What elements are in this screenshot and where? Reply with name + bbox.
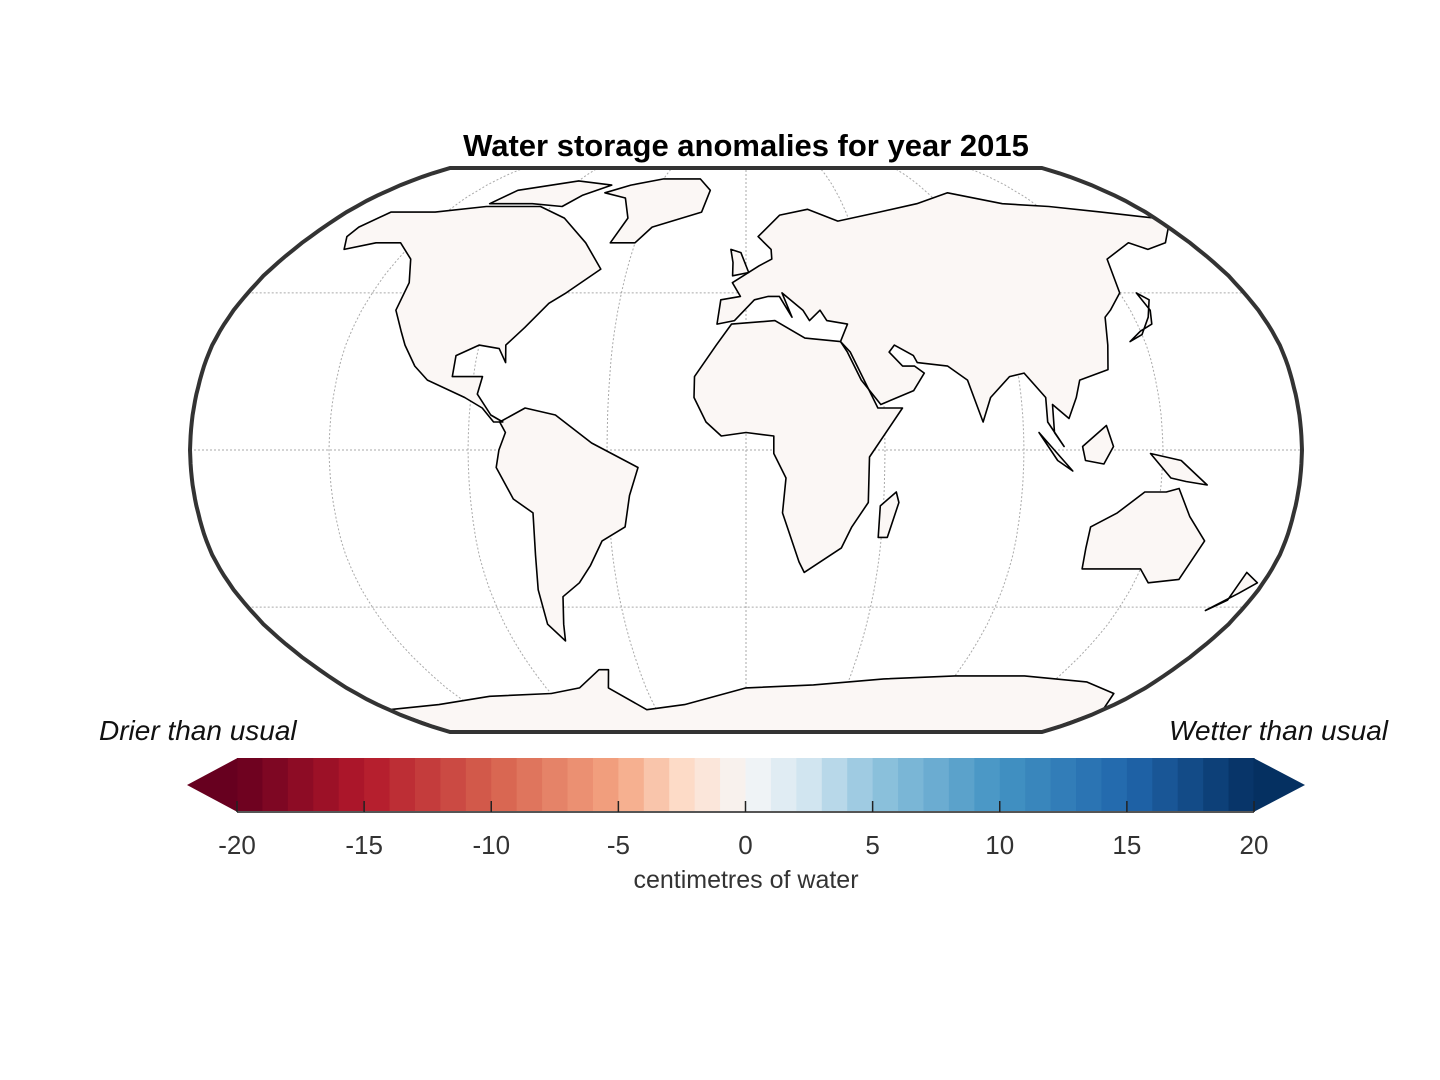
- colorbar-bin: [694, 758, 721, 812]
- colorbar-tick-label: 5: [865, 830, 879, 860]
- land: [344, 178, 1258, 732]
- colorbar-bin: [821, 758, 848, 812]
- coastline-africa: [693, 319, 904, 574]
- colorbar-bin: [796, 758, 823, 812]
- coastline-australia: [1081, 487, 1206, 584]
- colorbar-bin: [847, 758, 874, 812]
- meridian-line: [328, 167, 525, 733]
- colorbar-tick-label: 15: [1112, 830, 1141, 860]
- coastline-japan: [1129, 292, 1153, 343]
- colorbar-tick-label: -15: [345, 830, 383, 860]
- colorbar-tick-label: -5: [607, 830, 630, 860]
- colorbar-bin: [999, 758, 1026, 812]
- land-south-america: [496, 408, 638, 641]
- colorbar-bin: [313, 758, 340, 812]
- colorbar-bin: [872, 758, 899, 812]
- coastline-south-america: [495, 407, 639, 642]
- coastline-canadian-arctic: [488, 180, 613, 208]
- map-title: Water storage anomalies for year 2015: [463, 128, 1029, 163]
- coastline-greenland: [604, 178, 712, 244]
- colorbar-bin: [542, 758, 569, 812]
- colorbar-tick-label: 10: [985, 830, 1014, 860]
- colorbar-bin: [1050, 758, 1077, 812]
- land-uk: [730, 249, 749, 276]
- wetter-label: Wetter than usual: [1169, 715, 1388, 746]
- colorbar-bin: [720, 758, 747, 812]
- coastline-eurasia: [716, 192, 1170, 448]
- colorbar-extend-high: [1253, 758, 1305, 812]
- land-canadian-arctic: [489, 180, 612, 207]
- colorbar-bin: [1076, 758, 1103, 812]
- colorbar-bin: [389, 758, 416, 812]
- graticule: [190, 167, 1302, 733]
- colorbar-bin: [491, 758, 518, 812]
- colorbar-tick-label: 0: [738, 830, 752, 860]
- colorbar-bin: [974, 758, 1001, 812]
- map-frame: [187, 166, 1305, 734]
- colorbar-bin: [1228, 758, 1255, 812]
- anomaly-region: [518, 377, 536, 391]
- colorbar-bin: [237, 758, 264, 812]
- coastline-new-guinea: [1149, 452, 1208, 486]
- land-new-guinea: [1150, 453, 1208, 485]
- meridian-line: [606, 167, 673, 733]
- colorbar-bin: [948, 758, 975, 812]
- coastline-sumatra: [1038, 431, 1074, 472]
- meridian-line: [893, 167, 1025, 733]
- colorbar-extend-low: [187, 758, 238, 812]
- colorbar-bin: [618, 758, 645, 812]
- colorbar-bin: [364, 758, 391, 812]
- colorbar-bin: [1152, 758, 1179, 812]
- colorbar-bin: [643, 758, 670, 812]
- colorbar-bin: [440, 758, 467, 812]
- colorbar-bin: [1177, 758, 1204, 812]
- colorbar-bin: [465, 758, 492, 812]
- colorbar-tick-label: -10: [472, 830, 510, 860]
- coastline-new-zealand: [1204, 571, 1259, 612]
- colorbar-bin: [262, 758, 289, 812]
- meridian-line: [967, 167, 1164, 733]
- colorbar-tick-label: -20: [218, 830, 256, 860]
- coastline-north-america: [343, 205, 602, 423]
- colorbar-bin: [1025, 758, 1052, 812]
- colorbar-bin: [1101, 758, 1128, 812]
- colorbar-bin: [567, 758, 594, 812]
- colorbar-label: centimetres of water: [633, 866, 859, 894]
- colorbar-bin: [287, 758, 314, 812]
- colorbar-bin: [516, 758, 543, 812]
- land-africa: [694, 320, 903, 573]
- land-north-america: [344, 206, 601, 422]
- colorbar-bin: [1126, 758, 1153, 812]
- coastline-madagascar: [877, 491, 900, 539]
- colorbar-bin: [669, 758, 696, 812]
- meridian-line: [467, 167, 599, 733]
- colorbar-bin: [923, 758, 950, 812]
- colorbar-bin: [770, 758, 797, 812]
- land-australia: [1082, 488, 1205, 583]
- colorbar-bin: [414, 758, 441, 812]
- coastline-antarctica: [388, 668, 1115, 733]
- land-eurasia: [717, 192, 1169, 447]
- land-greenland: [604, 178, 711, 243]
- colorbar-bin: [1203, 758, 1230, 812]
- coastlines: [343, 178, 1259, 733]
- colorbar-bin: [898, 758, 925, 812]
- colorbar-tick-label: 20: [1240, 830, 1269, 860]
- meridian-line: [819, 167, 886, 733]
- colorbar-bin: [745, 758, 772, 812]
- coastline-uk: [730, 248, 750, 277]
- colorbar-bin: [592, 758, 619, 812]
- land-borneo: [1082, 425, 1114, 464]
- land-antarctica: [389, 669, 1114, 732]
- drier-label: Drier than usual: [99, 715, 297, 746]
- land-new-zealand: [1205, 572, 1258, 611]
- colorbar-bin: [338, 758, 365, 812]
- colorbar: -20 -15 -10 -5 0 5 10 15 20: [187, 758, 1305, 860]
- coastline-borneo: [1081, 424, 1115, 465]
